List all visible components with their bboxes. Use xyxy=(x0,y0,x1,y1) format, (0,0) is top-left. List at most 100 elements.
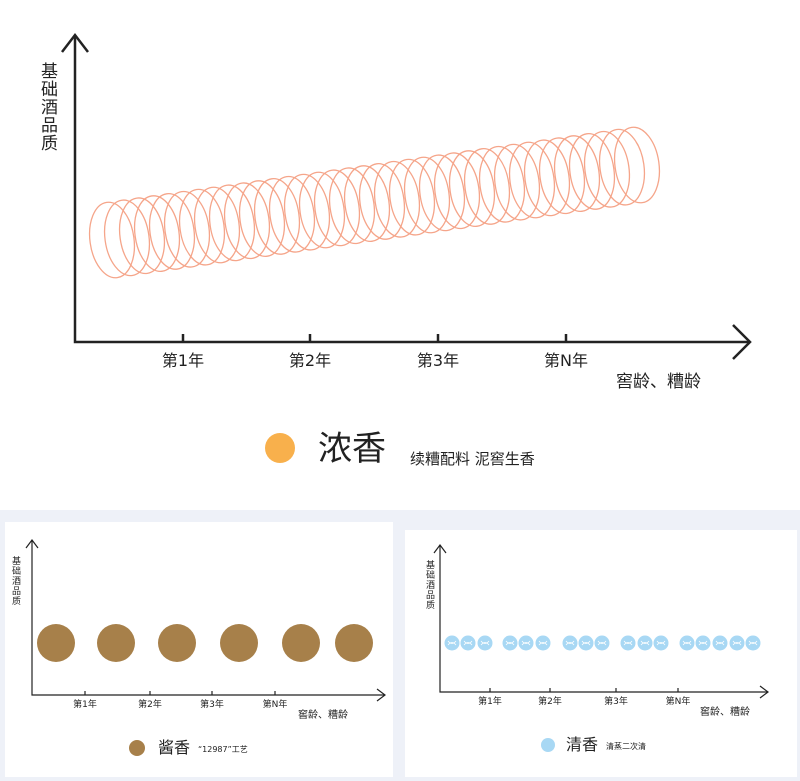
coil xyxy=(148,193,196,270)
marker xyxy=(745,635,761,651)
coil xyxy=(538,137,586,215)
marker-swirl xyxy=(521,640,531,646)
marker xyxy=(637,635,653,651)
coil xyxy=(268,175,316,253)
coil xyxy=(238,180,286,257)
coil xyxy=(448,150,496,227)
coil xyxy=(373,160,421,238)
coil xyxy=(208,184,256,262)
coil xyxy=(118,197,166,275)
coil xyxy=(613,126,661,204)
legend-name: 清香 xyxy=(566,735,599,754)
x-tick-label: 第3年 xyxy=(200,700,224,710)
marker xyxy=(282,624,320,662)
x-tick-label: 第1年 xyxy=(478,697,502,707)
marker xyxy=(460,635,476,651)
x-tick-label: 第3年 xyxy=(604,697,628,707)
coil xyxy=(463,148,511,225)
coil xyxy=(178,188,226,266)
coil xyxy=(328,167,376,245)
x-tick-label: 第3年 xyxy=(416,351,460,370)
marker-swirl xyxy=(581,640,591,646)
x-tick-label: 第N年 xyxy=(665,697,691,707)
marker-swirl xyxy=(748,640,758,646)
coil xyxy=(403,156,451,234)
x-tick-label: 第N年 xyxy=(262,700,288,710)
coil xyxy=(163,190,211,268)
marker xyxy=(444,635,460,651)
legend-description: “12987”工艺 xyxy=(198,745,248,754)
marker-swirl xyxy=(640,640,650,646)
coil xyxy=(193,186,241,264)
marker xyxy=(653,635,669,651)
marker xyxy=(620,635,636,651)
legend-name: 酱香 xyxy=(158,738,191,757)
marker-swirl xyxy=(447,640,457,646)
marker-swirl xyxy=(597,640,607,646)
marker-swirl xyxy=(656,640,666,646)
marker xyxy=(729,635,745,651)
coil xyxy=(358,163,406,240)
marker-swirl xyxy=(538,640,548,646)
coil xyxy=(493,143,541,221)
legend-description: 清蒸二次清 xyxy=(606,742,646,751)
coil xyxy=(523,139,571,217)
marker xyxy=(158,624,196,662)
x-tick-label: 第2年 xyxy=(288,351,332,370)
coil xyxy=(253,178,301,255)
legend-dot xyxy=(265,433,295,463)
axes-right xyxy=(433,544,769,699)
coil xyxy=(388,158,436,236)
coil xyxy=(418,154,466,232)
axes-top xyxy=(61,32,752,360)
markers xyxy=(37,624,761,662)
y-axis-label: 基础酒品质 xyxy=(424,560,434,610)
marker xyxy=(594,635,610,651)
marker xyxy=(220,624,258,662)
coil xyxy=(553,135,601,212)
x-tick-label: 第1年 xyxy=(73,700,97,710)
coil xyxy=(88,201,136,279)
coil xyxy=(223,182,271,260)
marker xyxy=(712,635,728,651)
coil xyxy=(568,133,616,210)
coil xyxy=(343,165,391,242)
marker xyxy=(562,635,578,651)
coil xyxy=(313,169,361,247)
x-axis-label: 窖龄、糟龄 xyxy=(700,707,750,718)
spring xyxy=(88,126,661,279)
x-tick-label: 第1年 xyxy=(161,351,205,370)
marker-swirl xyxy=(565,640,575,646)
marker-swirl xyxy=(480,640,490,646)
marker-swirl xyxy=(623,640,633,646)
legend-name: 浓香 xyxy=(318,429,386,469)
marker-swirl xyxy=(463,640,473,646)
marker xyxy=(502,635,518,651)
marker xyxy=(535,635,551,651)
marker-swirl xyxy=(715,640,725,646)
marker xyxy=(695,635,711,651)
coil xyxy=(598,128,646,206)
marker-swirl xyxy=(698,640,708,646)
y-axis-label: 基础酒品质 xyxy=(37,62,57,152)
marker-swirl xyxy=(505,640,515,646)
legend-dot xyxy=(129,740,145,756)
coil xyxy=(433,152,481,230)
marker-swirl xyxy=(682,640,692,646)
coil xyxy=(283,173,331,251)
y-axis-label: 基础酒品质 xyxy=(10,556,20,606)
marker xyxy=(37,624,75,662)
axes-left xyxy=(25,539,386,702)
marker xyxy=(518,635,534,651)
coil xyxy=(478,145,526,223)
marker xyxy=(679,635,695,651)
coil xyxy=(133,195,181,272)
x-axis-label: 窖龄、糟龄 xyxy=(298,710,348,721)
marker xyxy=(97,624,135,662)
x-tick-label: 第N年 xyxy=(544,351,588,370)
marker xyxy=(477,635,493,651)
legend-dot xyxy=(541,738,555,752)
coil xyxy=(103,199,151,277)
marker xyxy=(578,635,594,651)
